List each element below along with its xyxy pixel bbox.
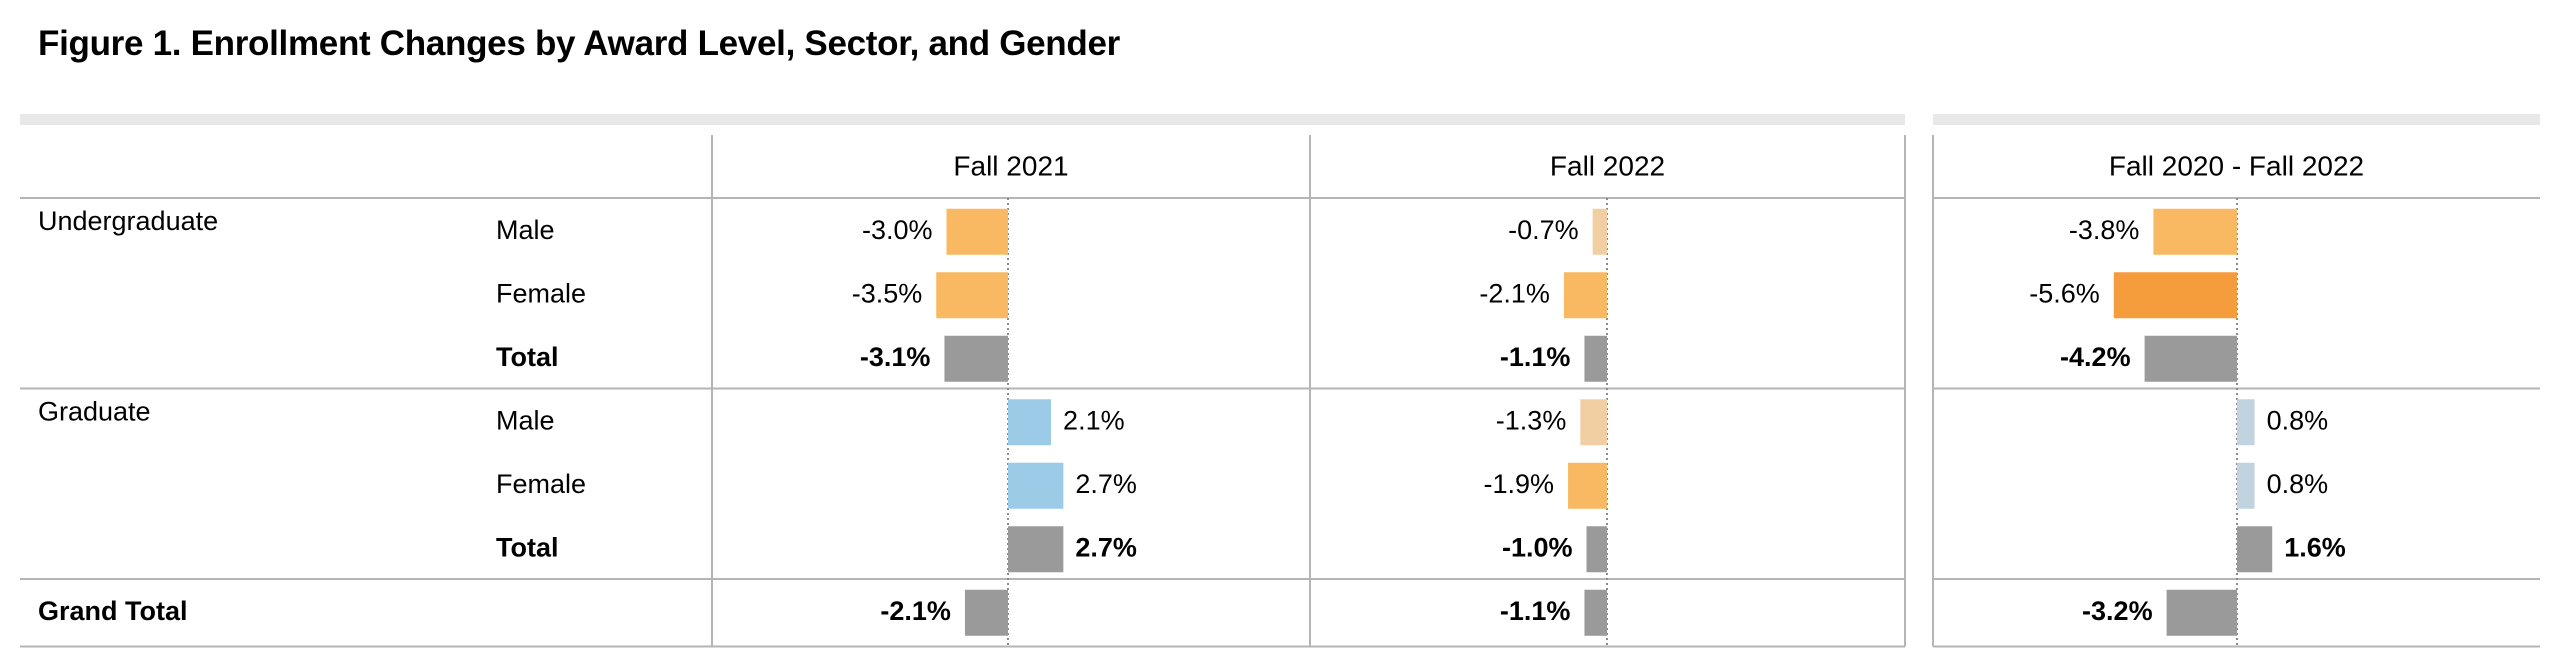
bar (1008, 399, 1052, 446)
bar (1584, 589, 1607, 636)
column-header: Fall 2022 (1550, 150, 1665, 181)
row-label: Female (496, 469, 586, 499)
bar (1580, 399, 1607, 446)
bar (2237, 399, 2255, 446)
data-label: -0.7% (1508, 215, 1579, 245)
group-label: Undergraduate (38, 206, 218, 236)
bar (1008, 462, 1064, 509)
row-label: Female (496, 278, 586, 308)
row-label: Male (496, 405, 555, 435)
data-label: 2.1% (1063, 405, 1125, 435)
group-label: Graduate (38, 397, 151, 427)
data-label: -5.6% (2029, 278, 2100, 308)
row-label: Male (496, 215, 555, 245)
data-label: 2.7% (1075, 469, 1137, 499)
row-label: Total (496, 532, 559, 562)
bar (2153, 208, 2237, 255)
bar (2237, 526, 2273, 573)
bar (946, 208, 1008, 255)
data-label: -1.0% (1502, 532, 1573, 562)
column-header: Fall 2020 - Fall 2022 (2109, 150, 2364, 181)
bar (2166, 589, 2237, 636)
header-band-left (20, 114, 1905, 125)
bar (1592, 208, 1607, 255)
data-label: -2.1% (1479, 278, 1550, 308)
bar (1586, 526, 1607, 573)
data-label: -3.0% (862, 215, 933, 245)
bar (2237, 462, 2255, 509)
data-label: -4.2% (2060, 342, 2131, 372)
row-label: Total (496, 342, 559, 372)
data-label: -1.3% (1496, 405, 1567, 435)
data-label: -3.2% (2082, 596, 2153, 626)
bar (2144, 335, 2237, 382)
bar (944, 335, 1008, 382)
data-label: -1.9% (1484, 469, 1555, 499)
data-label: -1.1% (1500, 342, 1571, 372)
data-label: -3.1% (860, 342, 931, 372)
row-label-grand-total: Grand Total (38, 596, 188, 626)
bar (2113, 272, 2237, 319)
data-label: -3.8% (2069, 215, 2140, 245)
data-label: 2.7% (1075, 532, 1137, 562)
data-label: -2.1% (880, 596, 951, 626)
column-header: Fall 2021 (953, 150, 1068, 181)
bar (1008, 526, 1064, 573)
data-label: -1.1% (1500, 596, 1571, 626)
data-label: 0.8% (2267, 469, 2329, 499)
data-label: 0.8% (2267, 405, 2329, 435)
bar (1584, 335, 1607, 382)
data-label: 1.6% (2284, 532, 2346, 562)
header-band-right (1933, 114, 2540, 125)
bar (1563, 272, 1607, 319)
data-label: -3.5% (852, 278, 923, 308)
bar (936, 272, 1008, 319)
bar (964, 589, 1008, 636)
chart-title: Figure 1. Enrollment Changes by Award Le… (38, 24, 1120, 63)
bar (1568, 462, 1607, 509)
